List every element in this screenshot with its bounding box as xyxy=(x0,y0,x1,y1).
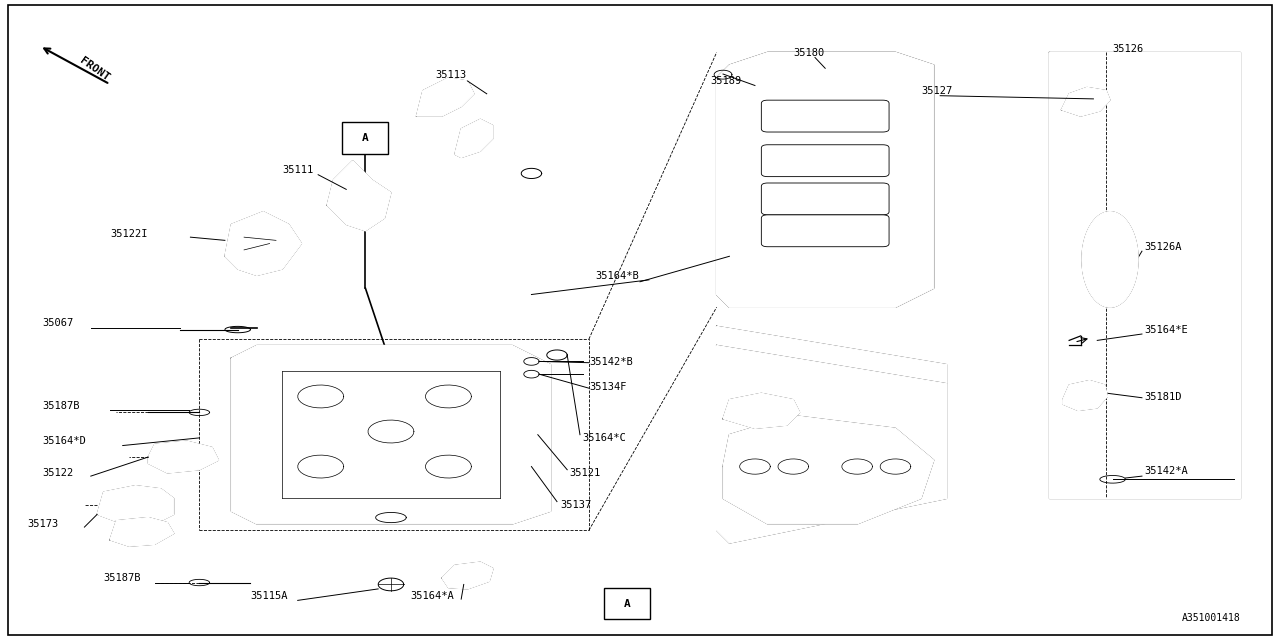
Polygon shape xyxy=(225,212,302,275)
Text: 35122: 35122 xyxy=(42,468,73,478)
FancyBboxPatch shape xyxy=(762,145,890,177)
Polygon shape xyxy=(148,441,219,473)
Text: 35164*E: 35164*E xyxy=(1144,324,1188,335)
Text: 35181D: 35181D xyxy=(1144,392,1181,402)
FancyBboxPatch shape xyxy=(762,183,890,215)
Text: 35113: 35113 xyxy=(435,70,467,80)
Polygon shape xyxy=(1061,88,1110,116)
Text: 35142*B: 35142*B xyxy=(589,356,632,367)
Text: 35126: 35126 xyxy=(1112,44,1144,54)
Polygon shape xyxy=(454,119,493,157)
Text: A: A xyxy=(362,130,369,140)
Text: 35137: 35137 xyxy=(561,500,593,510)
Text: 35122I: 35122I xyxy=(110,229,147,239)
Text: 35121: 35121 xyxy=(570,468,602,478)
Polygon shape xyxy=(416,78,474,116)
FancyBboxPatch shape xyxy=(343,122,388,154)
Text: 35189: 35189 xyxy=(710,76,741,86)
FancyBboxPatch shape xyxy=(762,100,890,132)
Polygon shape xyxy=(717,346,946,543)
Text: 35180: 35180 xyxy=(794,47,824,58)
Text: A: A xyxy=(623,598,631,609)
Text: 35111: 35111 xyxy=(283,165,314,175)
FancyBboxPatch shape xyxy=(604,588,650,620)
Text: 35164*D: 35164*D xyxy=(42,436,86,446)
Text: FRONT: FRONT xyxy=(78,56,111,83)
Text: 35164*A: 35164*A xyxy=(410,591,454,601)
Text: 35134F: 35134F xyxy=(589,382,626,392)
Polygon shape xyxy=(1048,52,1240,499)
Text: 35067: 35067 xyxy=(42,318,73,328)
Text: 35115A: 35115A xyxy=(251,591,288,601)
Text: 35173: 35173 xyxy=(27,519,58,529)
FancyBboxPatch shape xyxy=(762,215,890,246)
Text: A: A xyxy=(623,598,631,609)
Polygon shape xyxy=(232,346,550,524)
Text: A351001418: A351001418 xyxy=(1181,612,1240,623)
Polygon shape xyxy=(723,415,934,524)
Polygon shape xyxy=(442,562,493,589)
Polygon shape xyxy=(110,518,174,546)
Text: A: A xyxy=(362,132,369,143)
Text: 35187B: 35187B xyxy=(42,401,79,412)
Text: 35142*A: 35142*A xyxy=(1144,466,1188,476)
Polygon shape xyxy=(717,52,934,307)
Polygon shape xyxy=(1062,381,1107,410)
Polygon shape xyxy=(723,394,800,428)
Text: 35126A: 35126A xyxy=(1144,242,1181,252)
Polygon shape xyxy=(97,486,174,524)
Polygon shape xyxy=(1082,212,1138,307)
Polygon shape xyxy=(328,161,390,231)
Text: 35164*C: 35164*C xyxy=(582,433,626,443)
Polygon shape xyxy=(717,326,946,384)
Text: 35127: 35127 xyxy=(922,86,952,96)
Text: 35187B: 35187B xyxy=(104,573,141,583)
Text: 35164*B: 35164*B xyxy=(595,271,639,280)
